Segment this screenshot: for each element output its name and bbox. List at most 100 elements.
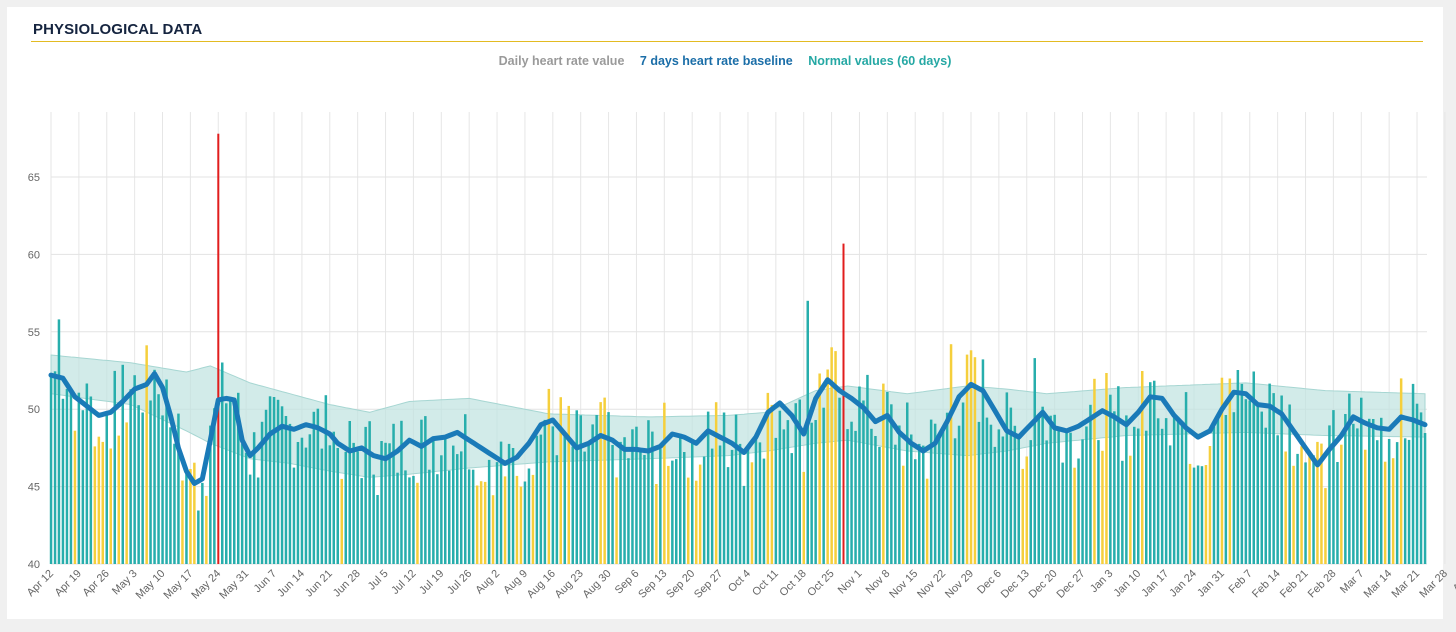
daily-bar [1360, 397, 1363, 564]
daily-bar [683, 452, 686, 564]
daily-bar [981, 359, 985, 564]
daily-bar [615, 477, 618, 564]
daily-bar [193, 462, 196, 564]
daily-bar [1053, 414, 1056, 564]
daily-bar [567, 405, 570, 564]
daily-bar [121, 364, 124, 564]
daily-bar [1017, 433, 1020, 564]
daily-bar [1320, 443, 1323, 564]
daily-bar [595, 415, 598, 564]
daily-bar [1184, 392, 1188, 564]
daily-bar [452, 445, 455, 564]
daily-bar [380, 441, 383, 564]
daily-bar [1403, 438, 1407, 564]
title-divider [31, 41, 1423, 42]
x-tick-label: Jul 12 [389, 568, 418, 597]
daily-bar [671, 460, 674, 564]
daily-bar [432, 439, 435, 564]
legend-item-daily[interactable]: Daily heart rate value [498, 54, 625, 68]
daily-bar [949, 344, 953, 564]
daily-bar [1029, 440, 1032, 564]
daily-bar [1348, 393, 1351, 564]
daily-bar [428, 469, 431, 564]
daily-bar [1085, 426, 1088, 564]
daily-bar [1037, 414, 1040, 564]
daily-bar [695, 480, 698, 564]
daily-bar [810, 422, 813, 564]
daily-bar [69, 390, 73, 564]
daily-bar [583, 451, 586, 564]
daily-bar [679, 433, 682, 564]
daily-bar [1145, 430, 1148, 564]
daily-bar [1216, 415, 1220, 564]
daily-bar [89, 396, 93, 564]
daily-bar [479, 481, 483, 564]
daily-bar [969, 350, 973, 564]
daily-bar [460, 451, 463, 564]
daily-bar [1344, 414, 1347, 564]
daily-bar [213, 408, 216, 564]
daily-bar [798, 399, 801, 564]
daily-bar [467, 469, 471, 564]
daily-bar [1284, 451, 1287, 564]
daily-bar [268, 396, 272, 564]
daily-bar [599, 402, 602, 564]
daily-bar [1069, 432, 1072, 564]
daily-bar [260, 421, 264, 564]
daily-bar [555, 455, 559, 564]
daily-bar [1105, 373, 1108, 564]
daily-bar [790, 453, 793, 564]
x-tick-label: Aug 16 [525, 568, 558, 601]
daily-bar [1411, 383, 1415, 564]
daily-bar [1212, 426, 1216, 564]
daily-bar [1192, 467, 1196, 564]
daily-bar [989, 424, 993, 564]
daily-bar [205, 495, 208, 564]
x-tick-label: Aug 30 [581, 568, 614, 601]
x-tick-label: Oct 18 [777, 568, 808, 599]
daily-bar [635, 426, 638, 564]
daily-bar [850, 421, 853, 564]
daily-bar [794, 403, 797, 564]
daily-bar [1061, 462, 1064, 564]
daily-bar [523, 481, 527, 564]
daily-bar [846, 429, 849, 564]
daily-bar [412, 475, 415, 564]
daily-bar [173, 443, 176, 564]
daily-bar [941, 426, 945, 564]
daily-bar [1208, 446, 1212, 564]
daily-bar [495, 462, 499, 564]
daily-bar [929, 419, 933, 564]
daily-bar [400, 420, 403, 564]
daily-bar [1005, 392, 1009, 564]
daily-bar [519, 486, 523, 564]
daily-bar [750, 462, 754, 564]
daily-bar [575, 410, 578, 564]
daily-bar [1328, 425, 1331, 564]
legend-item-normal[interactable]: Normal values (60 days) [808, 54, 952, 68]
daily-bar [1025, 456, 1028, 564]
daily-bar [1180, 421, 1184, 564]
daily-bar [1081, 439, 1084, 564]
daily-bar [838, 397, 841, 564]
daily-bar [547, 388, 551, 564]
daily-bar [1387, 439, 1391, 564]
daily-bar [965, 354, 969, 564]
legend-item-baseline[interactable]: 7 days heart rate baseline [639, 54, 793, 68]
daily-bar [1200, 466, 1204, 564]
daily-bar [738, 443, 742, 564]
daily-bar [244, 452, 248, 564]
daily-bar [420, 419, 423, 564]
daily-bar [1077, 458, 1080, 564]
daily-bar [726, 467, 730, 564]
daily-bar [348, 421, 351, 564]
daily-bar [1196, 465, 1200, 564]
daily-bar [1220, 377, 1224, 564]
daily-bar [328, 445, 332, 564]
daily-bar [818, 373, 821, 564]
baseline-line [48, 371, 1428, 486]
x-tick-label: May 31 [217, 568, 251, 602]
daily-bar [758, 442, 762, 564]
daily-bar [886, 392, 889, 564]
daily-bar [714, 402, 718, 564]
